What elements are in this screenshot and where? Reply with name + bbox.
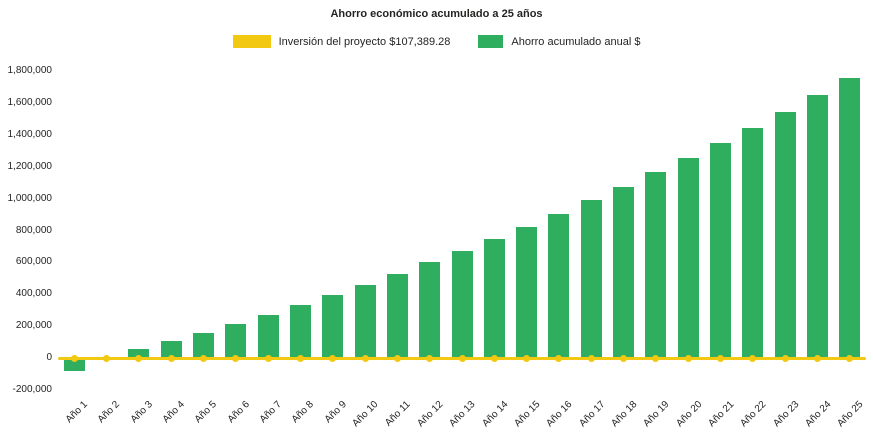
- x-axis-tick-label: Año 9: [322, 399, 349, 426]
- x-axis-tick-label: Año 24: [803, 399, 834, 430]
- x-axis-tick-label: Año 8: [289, 399, 317, 426]
- bar-año-15[interactable]: [516, 226, 538, 359]
- bar-año-5[interactable]: [192, 332, 214, 359]
- y-axis-tick-label: 1,600,000: [7, 96, 53, 108]
- investment-line-point: [684, 354, 692, 362]
- x-axis-tick-label: Año 11: [383, 399, 414, 429]
- x-axis-tick-label: Año 4: [160, 399, 187, 426]
- x-axis-tick-label: Año 12: [415, 399, 446, 430]
- x-axis-tick-label: Año 19: [641, 399, 672, 430]
- x-axis-tick-label: Año 18: [609, 399, 640, 430]
- investment-line-point: [652, 354, 660, 362]
- x-axis-tick-label: Año 13: [447, 399, 478, 430]
- bar-año-12[interactable]: [419, 262, 441, 359]
- y-axis-tick-label: 1,000,000: [7, 192, 53, 204]
- investment-line-point: [426, 354, 434, 362]
- investment-line-point: [620, 354, 628, 362]
- investment-line-point: [587, 354, 595, 362]
- x-axis-tick-label: Año 20: [673, 399, 705, 430]
- investment-line-point: [555, 354, 563, 362]
- investment-line-point: [135, 354, 143, 362]
- investment-line-point: [781, 354, 789, 362]
- y-axis-tick-label: 200,000: [15, 320, 52, 332]
- x-axis-tick-label: Año 17: [576, 399, 608, 430]
- y-axis-tick-label: 800,000: [15, 224, 52, 236]
- x-axis-tick-label: Año 15: [512, 399, 543, 430]
- investment-line-point: [70, 354, 78, 362]
- investment-line-point: [490, 354, 498, 362]
- investment-line-point: [523, 354, 531, 362]
- investment-line-point: [329, 354, 337, 362]
- x-axis-tick-label: Año 16: [544, 399, 575, 430]
- y-axis-tick-label: 1,800,000: [7, 65, 53, 76]
- bar-año-9[interactable]: [322, 295, 344, 359]
- x-axis-tick-label: Año 7: [257, 399, 284, 426]
- investment-line-point: [296, 354, 304, 362]
- investment-line-point: [102, 354, 110, 362]
- bar-año-25[interactable]: [839, 78, 861, 359]
- legend-item-savings[interactable]: Ahorro acumulado anual $: [478, 35, 640, 48]
- investment-line-point: [717, 354, 725, 362]
- legend-item-investment[interactable]: Inversión del proyecto $107,389.28: [232, 35, 451, 48]
- y-axis-tick-label: 1,400,000: [7, 128, 53, 140]
- y-axis-tick-label: 0: [46, 352, 52, 364]
- investment-line-point: [749, 354, 757, 362]
- investment-legend-swatch: [232, 35, 271, 48]
- bar-año-22[interactable]: [742, 127, 764, 359]
- x-axis-tick-label: Año 5: [192, 399, 220, 426]
- investment-line-point: [264, 354, 272, 362]
- investment-line-point: [361, 354, 369, 362]
- x-axis-tick-label: Año 10: [350, 399, 381, 430]
- bar-año-24[interactable]: [807, 94, 829, 359]
- bar-año-17[interactable]: [580, 200, 602, 359]
- legend-label-savings: Ahorro acumulado anual $: [511, 35, 641, 48]
- chart-title: Ahorro económico acumulado a 25 años: [330, 8, 543, 20]
- investment-line-point: [167, 354, 175, 362]
- x-axis-tick-label: Año 21: [706, 399, 737, 430]
- investment-line-point: [846, 354, 854, 362]
- bar-año-23[interactable]: [774, 111, 796, 359]
- x-axis-tick-label: Año 3: [128, 399, 155, 426]
- bar-año-4[interactable]: [160, 340, 182, 359]
- investment-line-point: [232, 354, 240, 362]
- bar-año-20[interactable]: [677, 157, 699, 359]
- x-axis-tick-label: Año 14: [479, 399, 511, 430]
- bar-año-14[interactable]: [483, 239, 505, 359]
- y-axis-tick-label: 1,200,000: [7, 160, 53, 172]
- legend-label-investment: Inversión del proyecto $107,389.28: [278, 35, 451, 48]
- investment-line-point: [458, 354, 466, 362]
- y-axis-tick-label: 400,000: [15, 288, 52, 300]
- investment-line-point: [393, 354, 401, 362]
- x-axis-tick-label: Año 23: [770, 399, 801, 430]
- bar-año-18[interactable]: [613, 186, 635, 359]
- bar-año-19[interactable]: [645, 172, 667, 359]
- bar-año-10[interactable]: [354, 284, 376, 359]
- x-axis-tick-label: Año 6: [225, 399, 252, 426]
- x-axis-tick-label: Año 1: [63, 399, 90, 426]
- legend: Inversión del proyecto $107,389.28 Ahorro…: [0, 35, 873, 48]
- bar-año-3[interactable]: [128, 348, 150, 359]
- x-axis-tick-label: Año 25: [835, 399, 866, 430]
- savings-legend-swatch: [478, 35, 504, 48]
- bar-año-13[interactable]: [451, 251, 473, 359]
- bar-año-16[interactable]: [548, 213, 570, 359]
- bar-año-6[interactable]: [225, 323, 247, 359]
- x-axis-tick-label: Año 2: [96, 399, 123, 426]
- investment-line-point: [814, 354, 822, 362]
- bar-año-7[interactable]: [257, 315, 279, 359]
- y-axis-tick-label: 600,000: [15, 256, 52, 268]
- bar-año-1[interactable]: [63, 358, 85, 371]
- bar-año-8[interactable]: [289, 305, 311, 359]
- y-axis-tick-label: -200,000: [12, 384, 52, 395]
- bar-año-11[interactable]: [386, 273, 408, 359]
- x-axis-tick-label: Año 22: [738, 399, 769, 430]
- investment-line-point: [199, 354, 207, 362]
- bar-año-21[interactable]: [710, 142, 732, 359]
